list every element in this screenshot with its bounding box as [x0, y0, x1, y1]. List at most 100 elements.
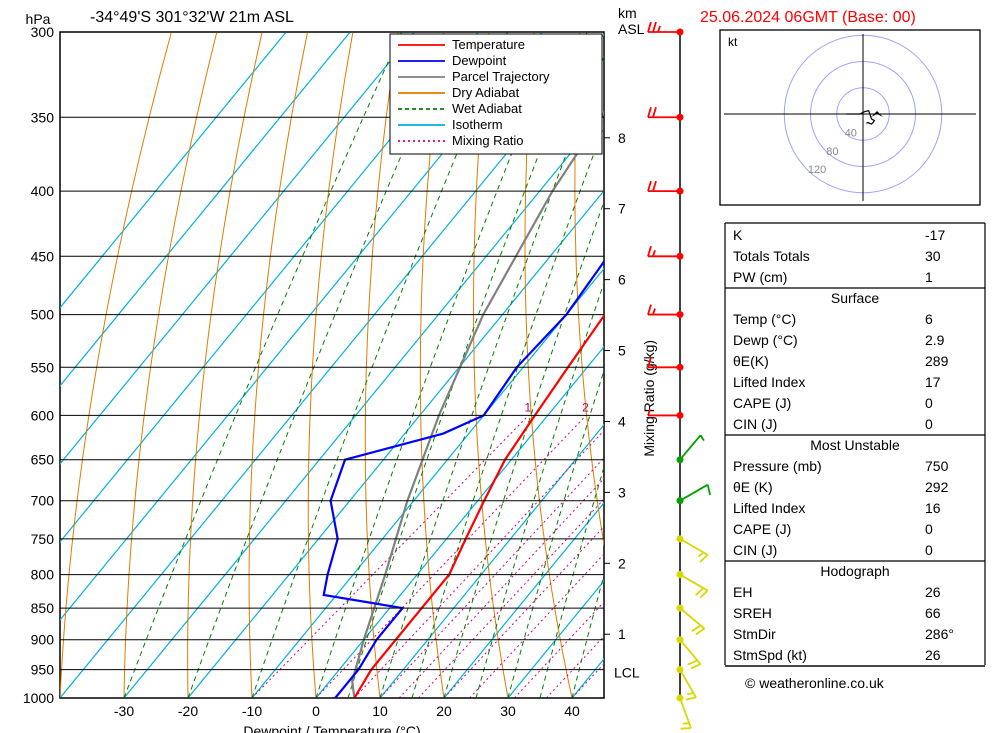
wind-barb — [648, 305, 684, 319]
temp-tick: 20 — [436, 703, 452, 719]
mixing-ratio-label: 2 — [582, 400, 589, 414]
table-value: 0 — [925, 395, 933, 411]
skewt-figure: 1234568101520251000950900850800750700650… — [0, 0, 1000, 733]
table-value: 0 — [925, 542, 933, 558]
temp-tick: -10 — [242, 703, 262, 719]
km-tick: 3 — [618, 484, 626, 500]
table-key: CAPE (J) — [733, 395, 791, 411]
legend-item: Dry Adiabat — [452, 85, 520, 100]
pressure-tick: 1000 — [23, 690, 54, 706]
table-value: 286° — [925, 626, 954, 642]
table-value: -17 — [925, 227, 945, 243]
table-value: 26 — [925, 647, 941, 663]
mixing-ratio-label: 3 — [614, 400, 621, 414]
pressure-tick: 950 — [31, 662, 55, 678]
wind-barb — [672, 534, 709, 563]
legend-item: Mixing Ratio — [452, 133, 524, 148]
wind-barb — [671, 603, 707, 636]
table-key: CIN (J) — [733, 542, 777, 558]
hodograph-ring-label: 80 — [826, 146, 838, 158]
pressure-tick: 500 — [31, 307, 55, 323]
pressure-tick: 450 — [31, 248, 55, 264]
copyright: © weatheronline.co.uk — [745, 675, 885, 691]
hodograph-ring-label: 120 — [808, 164, 826, 176]
table-value: 66 — [925, 605, 941, 621]
hodograph-ring-label: 40 — [845, 127, 857, 139]
table-value: 292 — [925, 479, 949, 495]
legend-item: Wet Adiabat — [452, 101, 522, 116]
temp-tick: 40 — [564, 703, 580, 719]
wind-barb — [675, 482, 712, 511]
pressure-tick: 900 — [31, 632, 55, 648]
temp-tick: 0 — [312, 703, 320, 719]
table-value: 0 — [925, 416, 933, 432]
table-section-header: Most Unstable — [810, 437, 900, 453]
wind-barb — [670, 665, 699, 702]
mixing-ratio-label: 25 — [832, 400, 846, 414]
hodograph-frame — [720, 30, 980, 205]
table-value: 289 — [925, 353, 949, 369]
wind-barb — [648, 22, 684, 36]
table-value: 0 — [925, 521, 933, 537]
mixratio-axis-label: Mixing Ratio (g/kg) — [641, 340, 657, 457]
table-value: 26 — [925, 584, 941, 600]
pressure-tick: 700 — [31, 493, 55, 509]
temp-tick: 10 — [372, 703, 388, 719]
mixing-ratio-label: 5 — [659, 400, 666, 414]
legend-item: Parcel Trajectory — [452, 69, 550, 84]
wind-barb — [670, 635, 703, 671]
table-section-header: Surface — [831, 290, 879, 306]
table-value: 6 — [925, 311, 933, 327]
table-value: 16 — [925, 500, 941, 516]
table-key: Totals Totals — [733, 248, 810, 264]
temp-tick: 30 — [500, 703, 516, 719]
table-key: CIN (J) — [733, 416, 777, 432]
km-tick: 5 — [618, 343, 626, 359]
table-key: EH — [733, 584, 752, 600]
mixing-ratio-label: 1 — [525, 400, 532, 414]
table-key: θE (K) — [733, 479, 773, 495]
mixing-ratio-label: 20 — [806, 400, 820, 414]
pressure-tick: 850 — [31, 600, 55, 616]
pressure-tick: 550 — [31, 359, 55, 375]
wind-barb — [672, 570, 709, 599]
table-key: Temp (°C) — [733, 311, 796, 327]
pressure-tick: 600 — [31, 407, 55, 423]
table-key: StmDir — [733, 626, 776, 642]
table-key: θE(K) — [733, 353, 769, 369]
temp-tick: -20 — [178, 703, 198, 719]
legend-item: Dewpoint — [452, 53, 507, 68]
pressure-tick: 400 — [31, 183, 55, 199]
km-tick: 7 — [618, 201, 626, 217]
lcl-label: LCL — [614, 665, 640, 681]
location-title: -34°49'S 301°32'W 21m ASL — [90, 9, 294, 26]
table-key: Dewp (°C) — [733, 332, 798, 348]
table-key: SREH — [733, 605, 772, 621]
legend-item: Temperature — [452, 37, 525, 52]
table-key: CAPE (J) — [733, 521, 791, 537]
table-key: Lifted Index — [733, 500, 805, 516]
table-key: PW (cm) — [733, 269, 787, 285]
table-value: 1 — [925, 269, 933, 285]
km-tick: 8 — [618, 130, 626, 146]
x-axis-label: Dewpoint / Temperature (°C) — [243, 723, 420, 733]
km-tick: 2 — [618, 555, 626, 571]
pressure-tick: 750 — [31, 531, 55, 547]
km-tick: 1 — [618, 626, 626, 642]
svg-text:ASL: ASL — [618, 21, 645, 37]
hpa-label: hPa — [26, 11, 51, 27]
km-tick: 6 — [618, 272, 626, 288]
wind-barb — [648, 246, 684, 260]
pressure-tick: 650 — [31, 452, 55, 468]
mixing-ratio-label: 8 — [704, 400, 711, 414]
date-title: 25.06.2024 06GMT (Base: 00) — [700, 9, 916, 26]
table-key: K — [733, 227, 743, 243]
legend-item: Isotherm — [452, 117, 503, 132]
km-tick: 4 — [618, 413, 626, 429]
pressure-tick: 800 — [31, 567, 55, 583]
wind-barb — [648, 181, 684, 195]
table-value: 30 — [925, 248, 941, 264]
wind-barb — [648, 107, 684, 121]
table-key: Lifted Index — [733, 374, 805, 390]
pressure-tick: 350 — [31, 109, 55, 125]
